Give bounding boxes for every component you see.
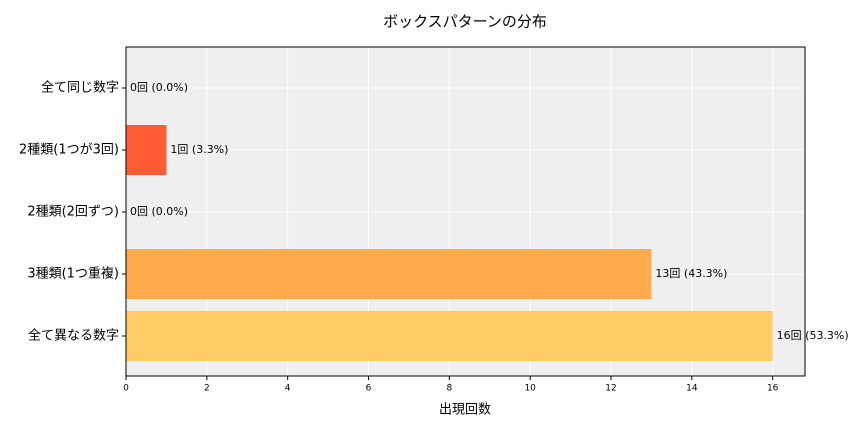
value-label: 1回 (3.3%)	[170, 143, 228, 156]
y-tick-label: 2種類(1つが3回)	[19, 142, 119, 158]
x-tick-label: 12	[605, 384, 616, 394]
plot-frame	[125, 46, 806, 377]
x-tick-label: 10	[524, 384, 536, 394]
x-tick-label: 6	[366, 384, 372, 394]
y-tick-label: 全て異なる数字	[28, 328, 119, 344]
y-tick-label: 全て同じ数字	[41, 80, 119, 96]
x-tick-label: 0	[123, 384, 129, 394]
bar	[126, 249, 652, 299]
value-label: 13回 (43.3%)	[655, 267, 727, 280]
value-label: 16回 (53.3%)	[777, 329, 849, 342]
chart-title: ボックスパターンの分布	[383, 13, 547, 31]
bar	[126, 311, 773, 361]
bar	[126, 125, 167, 175]
y-tick-label: 2種類(2回ずつ)	[27, 204, 119, 220]
x-tick-label: 2	[204, 384, 210, 394]
x-tick-label: 4	[285, 384, 291, 394]
y-tick-label: 3種類(1つ重複)	[27, 266, 119, 282]
x-axis-label: 出現回数	[439, 403, 491, 418]
x-tick-label: 8	[446, 384, 452, 394]
x-tick-label: 16	[767, 384, 779, 394]
value-label: 0回 (0.0%)	[130, 81, 188, 94]
x-tick-label: 14	[686, 384, 698, 394]
value-label: 0回 (0.0%)	[130, 205, 188, 218]
